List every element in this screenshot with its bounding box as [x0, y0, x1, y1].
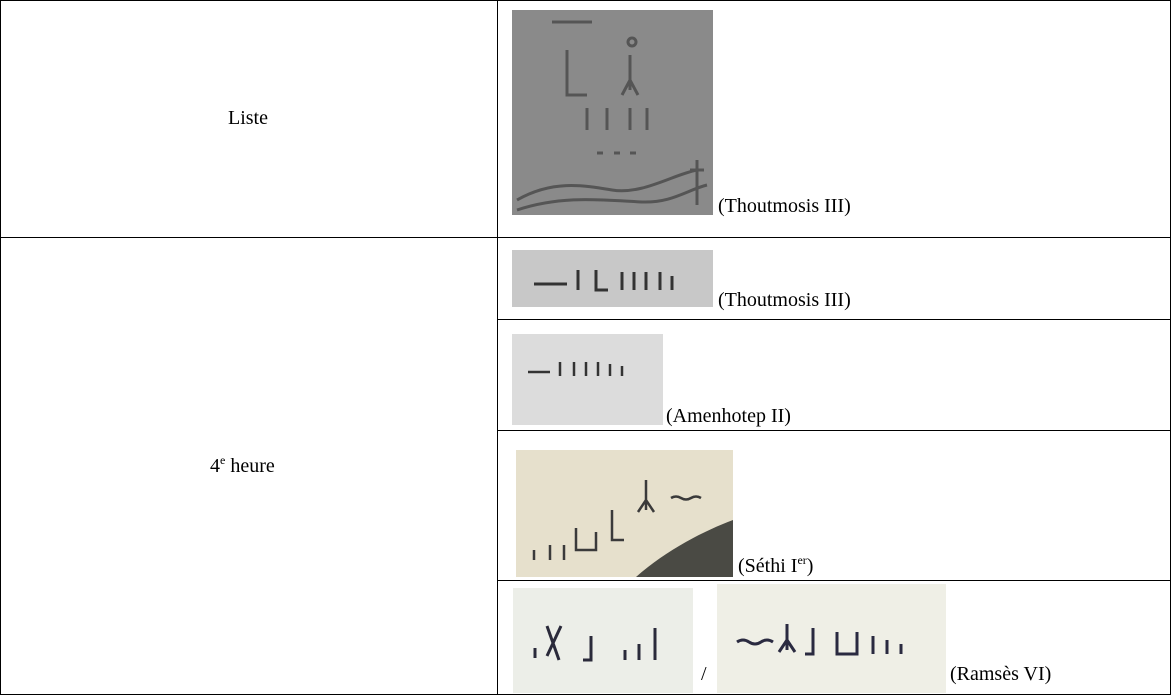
glyphs [512, 334, 663, 425]
row-label: 4e heure [210, 453, 275, 477]
glyphs [512, 250, 713, 307]
glyphs [717, 584, 946, 693]
hieroglyph-image [512, 250, 713, 307]
caption: (Séthi Ier) [738, 553, 814, 577]
row-divider [0, 237, 1171, 238]
border [0, 0, 1, 695]
hieroglyph-image [512, 334, 663, 425]
glyphs [513, 588, 693, 693]
glyphs [512, 10, 713, 215]
row-divider [497, 580, 1171, 581]
separator: / [701, 663, 707, 685]
hieroglyph-image [512, 10, 713, 215]
hieroglyph-image [717, 584, 946, 693]
label-part: heure [225, 455, 275, 477]
hieroglyph-image [516, 450, 733, 577]
glyphs [516, 450, 733, 577]
row-divider [497, 319, 1171, 320]
caption: (Amenhotep II) [666, 405, 791, 427]
caption-part: (Séthi I [738, 555, 798, 577]
label-sup: e [220, 453, 226, 467]
caption: (Ramsès VI) [950, 663, 1052, 685]
caption-part: ) [806, 555, 814, 577]
row-label: Liste [228, 107, 268, 129]
row-divider [497, 430, 1171, 431]
label-part: 4 [210, 455, 220, 477]
hieroglyph-image [513, 588, 693, 693]
caption: (Thoutmosis III) [718, 195, 851, 217]
border [0, 0, 1171, 1]
column-divider [497, 0, 498, 695]
caption: (Thoutmosis III) [718, 289, 851, 311]
caption-sup: er [797, 553, 807, 567]
